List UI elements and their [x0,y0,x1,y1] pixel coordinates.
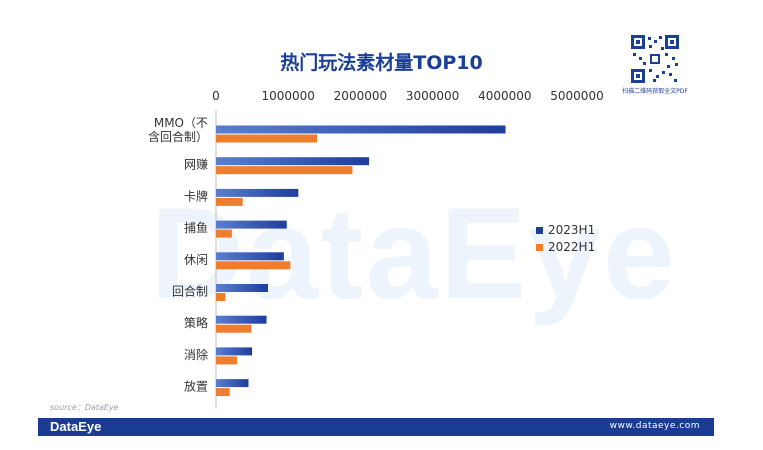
bar-2022h1 [216,261,291,270]
y-category-label: 卡牌 [184,189,208,203]
bar-2022h1 [216,197,243,206]
y-category-label: MMO（不含回合制） [148,116,208,144]
bar-2023h1 [216,252,284,261]
y-category-label: 回合制 [172,284,208,299]
footer-logo: DataEye [50,419,102,434]
legend-label-2023h1: 2023H1 [548,223,595,237]
x-tick-label: 2000000 [334,89,387,103]
source-note: source：DataEye [50,403,119,412]
x-tick-label: 4000000 [478,89,531,103]
legend-label-2022h1: 2022H1 [548,240,595,254]
x-tick-label: 1000000 [261,89,314,103]
bar-2023h1 [216,220,287,229]
y-category-label: 捕鱼 [184,220,208,235]
qr-code-icon [631,35,679,83]
bar-2022h1 [216,324,252,333]
y-category-label: 休闲 [184,253,208,267]
bar-2023h1 [216,315,267,324]
chart-title: 热门玩法素材量TOP10 [280,52,483,74]
footer-url[interactable]: www.dataeye.com [609,421,700,431]
bar-2023h1 [216,125,506,134]
y-category-label: 策略 [184,315,208,330]
bar-2022h1 [216,293,226,301]
x-tick-label: 3000000 [406,89,459,103]
bar-2023h1 [216,284,268,292]
bar-2022h1 [216,356,237,365]
legend-swatch-2023h1 [536,227,543,234]
bar-2022h1 [216,229,232,238]
legend-swatch-2022h1 [536,244,543,251]
qr-code[interactable] [631,35,679,83]
bar-2023h1 [216,157,370,166]
y-category-label: 放置 [184,379,208,394]
bar-2022h1 [216,166,353,175]
y-category-label: 消除 [184,347,208,362]
bar-2022h1 [216,388,230,397]
qr-caption: 扫描二维码获取全文PDF [622,88,688,95]
bar-2023h1 [216,188,299,197]
x-tick-label: 5000000 [550,89,603,103]
y-category-label: 网赚 [184,157,208,172]
bar-2022h1 [216,134,318,143]
bar-2023h1 [216,379,249,388]
footer-bar: DataEye www.dataeye.com [38,418,714,436]
x-tick-label: 0 [212,89,220,103]
bar-2023h1 [216,347,253,356]
